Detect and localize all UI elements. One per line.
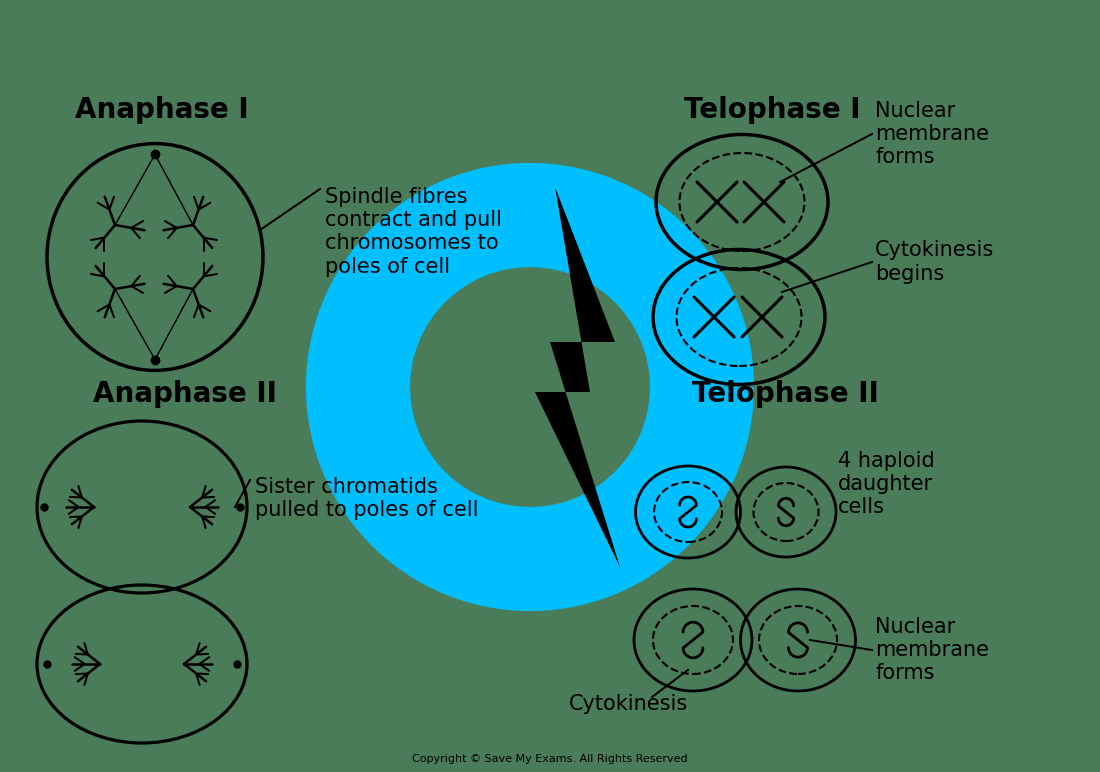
Text: 4 haploid
daughter
cells: 4 haploid daughter cells [838, 451, 935, 517]
Text: Anaphase I: Anaphase I [75, 96, 249, 124]
Text: Nuclear
membrane
forms: Nuclear membrane forms [874, 101, 989, 168]
Text: Spindle fibres
contract and pull
chromosomes to
poles of cell: Spindle fibres contract and pull chromos… [324, 187, 502, 276]
Text: Copyright © Save My Exams. All Rights Reserved: Copyright © Save My Exams. All Rights Re… [412, 754, 688, 764]
Text: Nuclear
membrane
forms: Nuclear membrane forms [874, 617, 989, 683]
Polygon shape [535, 187, 620, 567]
Text: Anaphase II: Anaphase II [94, 380, 277, 408]
Text: Telophase II: Telophase II [692, 380, 879, 408]
Text: Sister chromatids
pulled to poles of cell: Sister chromatids pulled to poles of cel… [255, 477, 478, 520]
Text: Cytokinesis: Cytokinesis [569, 694, 688, 714]
Text: Telophase I: Telophase I [684, 96, 860, 124]
Text: Cytokinesis
begins: Cytokinesis begins [874, 240, 994, 283]
